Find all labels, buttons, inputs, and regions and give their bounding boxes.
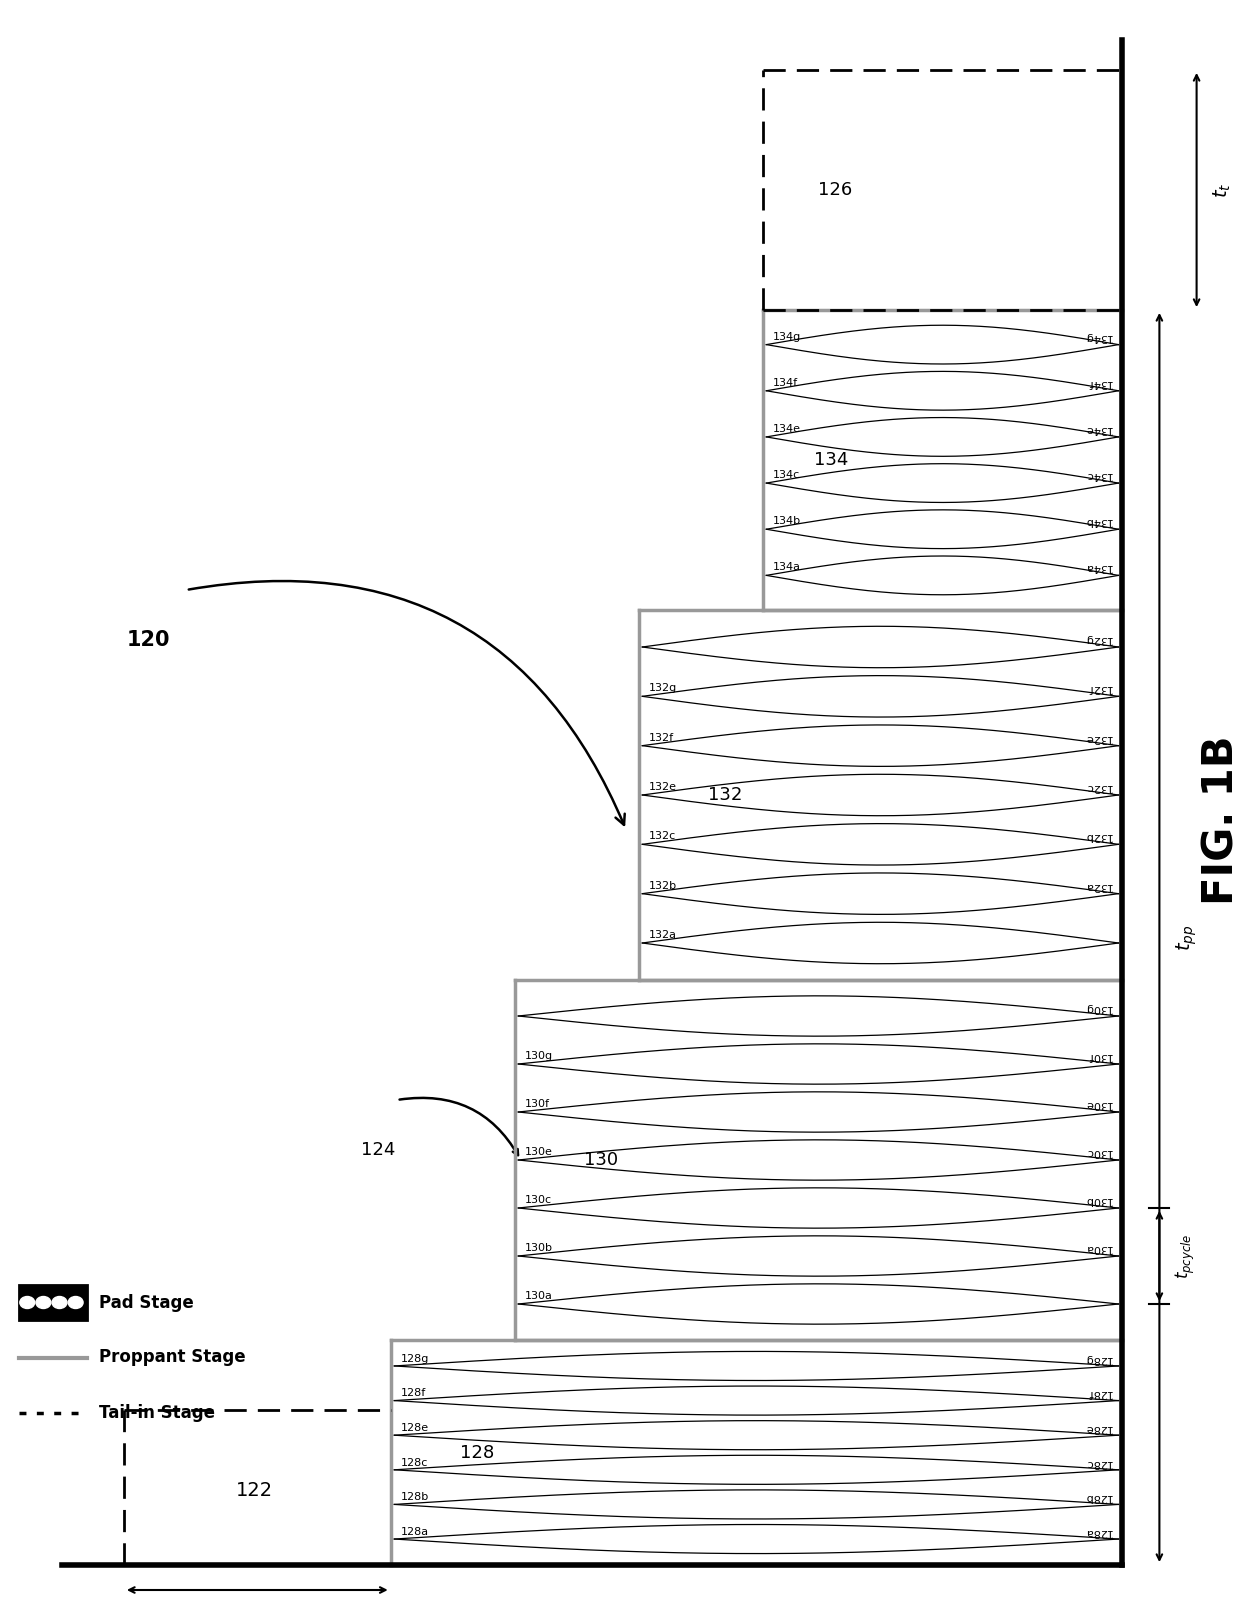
Text: Proppant Stage: Proppant Stage [99,1348,246,1367]
Circle shape [36,1296,51,1309]
Text: 128: 128 [460,1443,495,1461]
Text: 134a: 134a [773,562,801,572]
Text: 128b: 128b [401,1492,429,1502]
Text: 130g: 130g [525,1051,553,1061]
Text: 134e: 134e [1084,424,1112,434]
Text: 132b: 132b [1084,831,1112,841]
Text: 120: 120 [126,630,171,650]
Text: 126: 126 [818,181,853,199]
Text: 132a: 132a [649,930,677,940]
Text: 132g: 132g [649,684,677,693]
Text: 130b: 130b [1084,1196,1112,1205]
Text: 124: 124 [361,1140,396,1158]
Circle shape [20,1296,35,1309]
Text: 132c: 132c [649,831,676,841]
Text: 128f: 128f [1087,1388,1112,1398]
Text: 134: 134 [813,450,848,470]
Text: 134c: 134c [1085,470,1112,480]
Text: 130f: 130f [525,1098,549,1110]
Text: $t_{pcycle}$: $t_{pcycle}$ [1174,1233,1198,1278]
Text: 134g: 134g [1084,332,1112,342]
Text: 132e: 132e [649,782,677,792]
Text: 132g: 132g [1084,633,1112,643]
FancyArrowPatch shape [188,582,625,825]
Text: 132b: 132b [649,881,677,891]
Text: 134b: 134b [773,517,801,526]
Text: 134f: 134f [1087,377,1112,387]
Text: 130g: 130g [1084,1003,1112,1012]
Text: 132f: 132f [1087,684,1112,693]
Text: 132: 132 [708,786,743,804]
Text: 132e: 132e [1084,732,1112,742]
Text: 128b: 128b [1084,1492,1112,1502]
Text: 134b: 134b [1084,517,1112,526]
Text: 128e: 128e [1084,1422,1112,1434]
Text: 130a: 130a [525,1291,552,1301]
Text: $t_t$: $t_t$ [1211,183,1233,198]
Text: 134e: 134e [773,424,801,434]
Text: 128c: 128c [1085,1458,1112,1468]
Text: Pad Stage: Pad Stage [99,1293,193,1312]
Text: 130: 130 [584,1150,619,1170]
Text: $t_{pp}$: $t_{pp}$ [1174,925,1199,951]
Text: 132f: 132f [649,732,673,742]
Text: 130a: 130a [1085,1243,1112,1252]
Text: 128a: 128a [1084,1528,1112,1537]
Text: 134f: 134f [773,377,797,387]
Text: 130c: 130c [525,1196,552,1205]
Text: 130f: 130f [1087,1051,1112,1061]
Text: 132a: 132a [1084,881,1112,891]
Text: 128g: 128g [401,1354,429,1364]
Circle shape [52,1296,67,1309]
Text: 130e: 130e [525,1147,552,1157]
FancyBboxPatch shape [19,1285,87,1320]
Text: 130e: 130e [1085,1098,1112,1110]
Text: 128e: 128e [401,1422,429,1434]
Text: 122: 122 [236,1481,273,1500]
Text: 130b: 130b [525,1243,553,1252]
Text: Tail-in Stage: Tail-in Stage [99,1403,216,1421]
Text: 128g: 128g [1084,1354,1112,1364]
Text: 130c: 130c [1085,1147,1112,1157]
Text: 128c: 128c [401,1458,428,1468]
Text: 134a: 134a [1084,562,1112,572]
Text: 128f: 128f [401,1388,425,1398]
Text: 132c: 132c [1085,782,1112,792]
Text: 134g: 134g [773,332,801,342]
Text: 128a: 128a [401,1528,429,1537]
Text: 134c: 134c [773,470,800,480]
Text: FIG. 1B: FIG. 1B [1200,735,1240,904]
Circle shape [68,1296,83,1309]
